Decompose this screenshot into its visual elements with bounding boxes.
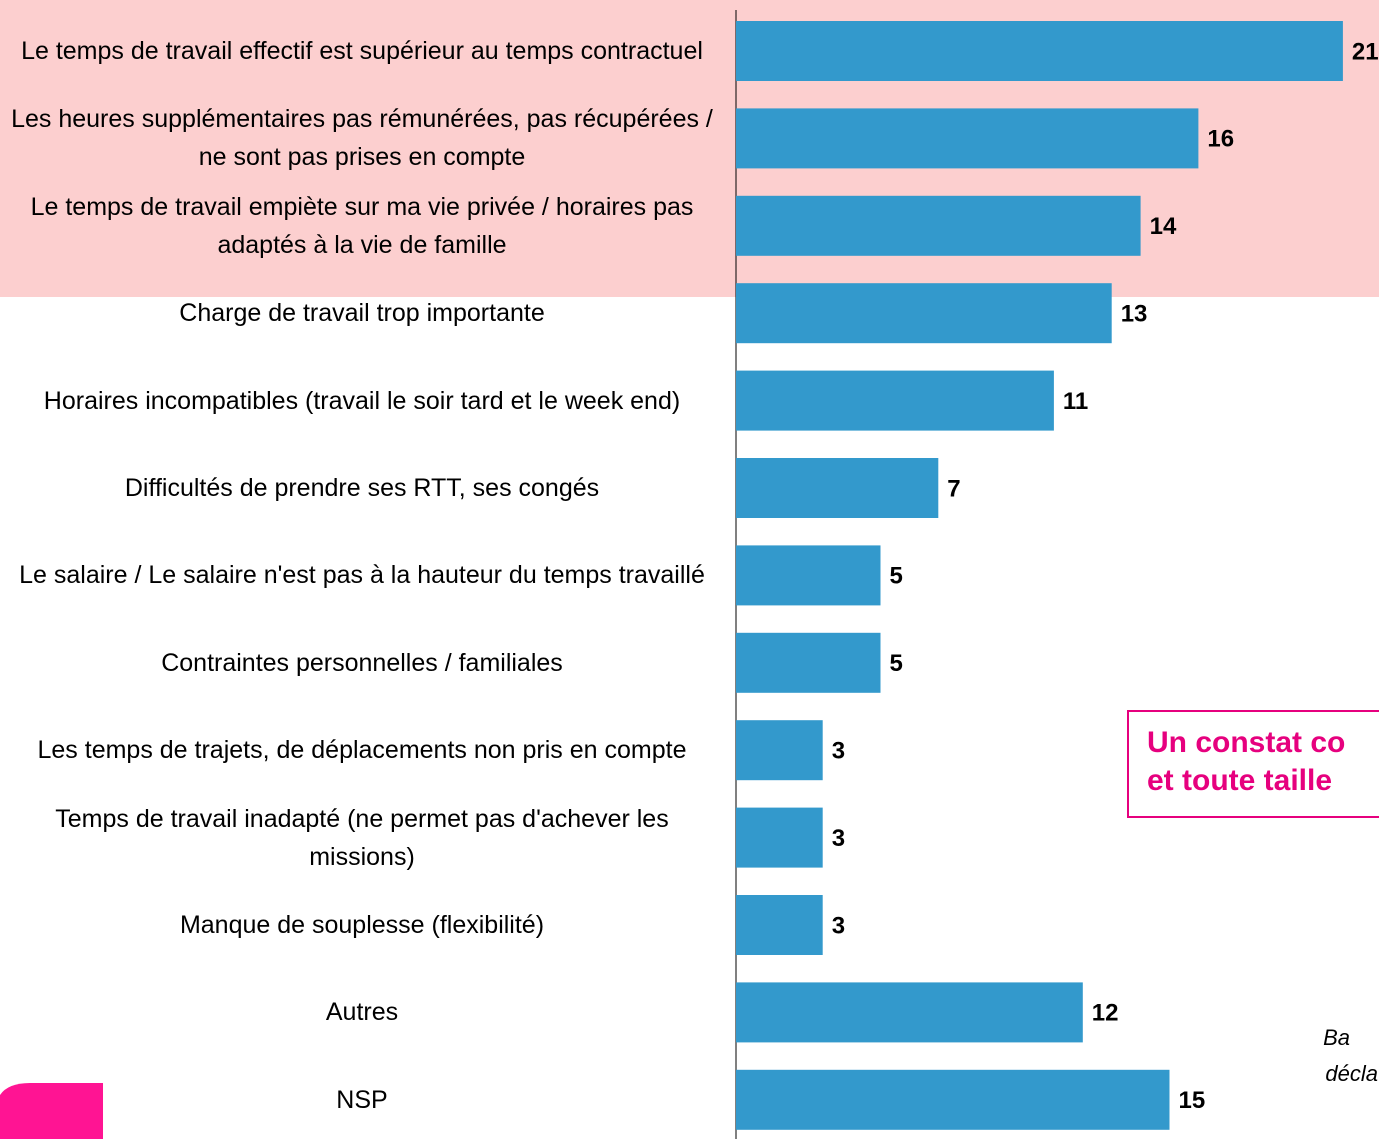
bar [736, 545, 881, 606]
category-label: Le salaire / Le salaire n'est pas à la h… [19, 561, 705, 590]
value-label: 3 [832, 825, 845, 852]
value-label: 15 [1179, 1087, 1206, 1114]
category-label: Le temps de travail effectif est supérie… [21, 37, 703, 65]
category-label: Contraintes personnelles / familiales [161, 648, 563, 677]
footnote: Ba décla [1290, 1020, 1379, 1092]
bar [736, 21, 1343, 81]
category-label: Temps de travail inadapté (ne permet pas… [55, 804, 669, 871]
value-label: 16 [1207, 126, 1234, 153]
category-label: Horaires incompatibles (travail le soir … [43, 386, 681, 415]
bar [736, 807, 823, 868]
bar [736, 370, 1054, 431]
bar [736, 1069, 1170, 1130]
footnote-line: décla [1325, 1061, 1378, 1086]
value-label: 3 [832, 912, 845, 939]
footnote-line: Ba [1323, 1025, 1350, 1050]
annotation-line: et toute taille [1147, 764, 1333, 797]
bar [736, 195, 1141, 256]
value-label: 7 [947, 475, 960, 502]
value-label: 13 [1121, 301, 1148, 328]
category-label: Les temps de trajets, de déplacements no… [37, 736, 687, 765]
value-label: 3 [832, 738, 845, 765]
logo-shape [0, 1083, 103, 1139]
bar [736, 895, 823, 955]
category-label: NSP [336, 1085, 388, 1114]
value-label: 14 [1150, 213, 1177, 240]
value-label: 5 [890, 650, 903, 677]
value-label: 12 [1092, 1000, 1119, 1027]
value-label: 11 [1063, 388, 1088, 415]
category-label: Charge de travail trop importante [179, 299, 545, 328]
bar [736, 632, 881, 693]
category-label: Autres [325, 998, 399, 1027]
bar [736, 982, 1083, 1043]
category-label: Le temps de travail empiète sur ma vie p… [30, 192, 694, 259]
category-label: Manque de souplesse (flexibilité) [179, 911, 545, 939]
bar [736, 458, 939, 518]
value-label: 5 [890, 563, 903, 590]
annotation-line: Un constat co [1147, 726, 1346, 759]
bar [736, 283, 1112, 344]
bar [736, 108, 1199, 169]
value-label: 21 [1352, 38, 1379, 65]
bar [736, 720, 823, 781]
category-label: Difficultés de prendre ses RTT, ses cong… [124, 474, 600, 502]
category-label: Les heures supplémentaires pas rémunérée… [11, 105, 713, 172]
annotation-box: Un constat co et toute taille [1127, 710, 1379, 818]
